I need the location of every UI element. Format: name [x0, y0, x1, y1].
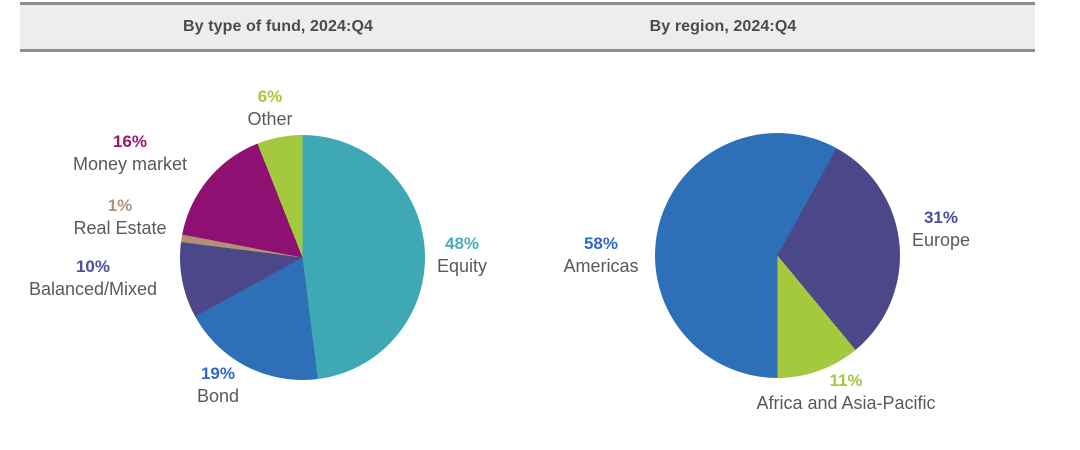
label-money-market-name: Money market [72, 154, 188, 174]
label-bond-name: Bond [196, 386, 240, 406]
label-bond: 19% Bond [197, 363, 239, 407]
header-strip: By type of fund, 2024:Q4 By region, 2024… [20, 2, 1035, 52]
label-balanced-mixed-name: Balanced/Mixed [28, 279, 158, 299]
label-americas: 58% Americas [563, 233, 638, 277]
label-equity-value: 48% [444, 234, 480, 253]
label-balanced-mixed-value: 10% [75, 257, 111, 276]
label-europe-name: Europe [911, 230, 971, 250]
label-money-market: 16% Money market [73, 131, 187, 175]
label-real-estate-value: 1% [107, 196, 133, 215]
label-africa-asia-pacific-name: Africa and Asia-Pacific [756, 393, 936, 413]
label-europe: 31% Europe [912, 207, 970, 251]
right-panel-title: By region, 2024:Q4 [649, 18, 797, 35]
label-bond-value: 19% [200, 364, 236, 383]
label-money-market-value: 16% [112, 132, 148, 151]
label-real-estate: 1% Real Estate [73, 195, 166, 239]
label-africa-asia-pacific: 11% Africa and Asia-Pacific [756, 370, 935, 414]
label-equity-name: Equity [436, 256, 488, 276]
label-africa-asia-pacific-value: 11% [829, 371, 863, 390]
label-other-value: 6% [257, 87, 283, 106]
pie-chart-by-region [655, 133, 900, 378]
label-americas-name: Americas [563, 256, 639, 276]
label-balanced-mixed: 10% Balanced/Mixed [29, 256, 157, 300]
label-americas-value: 58% [583, 234, 619, 253]
pie-chart-by-fund-type [180, 135, 425, 380]
left-panel-title: By type of fund, 2024:Q4 [183, 18, 373, 35]
label-real-estate-name: Real Estate [73, 218, 167, 238]
label-other: 6% Other [247, 86, 292, 130]
label-europe-value: 31% [923, 208, 959, 227]
label-equity: 48% Equity [437, 233, 487, 277]
label-other-name: Other [247, 109, 293, 129]
